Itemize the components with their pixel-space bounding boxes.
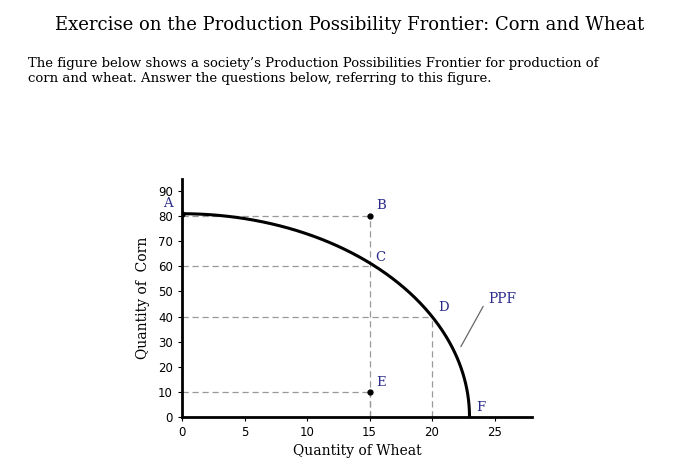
Text: A: A [163,197,173,210]
Text: B: B [376,200,386,213]
Text: Exercise on the Production Possibility Frontier: Corn and Wheat: Exercise on the Production Possibility F… [55,16,645,34]
Text: C: C [376,251,386,264]
Text: D: D [438,301,449,314]
X-axis label: Quantity of Wheat: Quantity of Wheat [293,444,421,458]
Text: The figure below shows a society’s Production Possibilities Frontier for product: The figure below shows a society’s Produ… [28,57,598,85]
Y-axis label: Quantity of  Corn: Quantity of Corn [136,236,150,359]
Text: F: F [476,401,485,414]
Text: E: E [376,376,386,389]
Text: PPF: PPF [489,292,517,306]
